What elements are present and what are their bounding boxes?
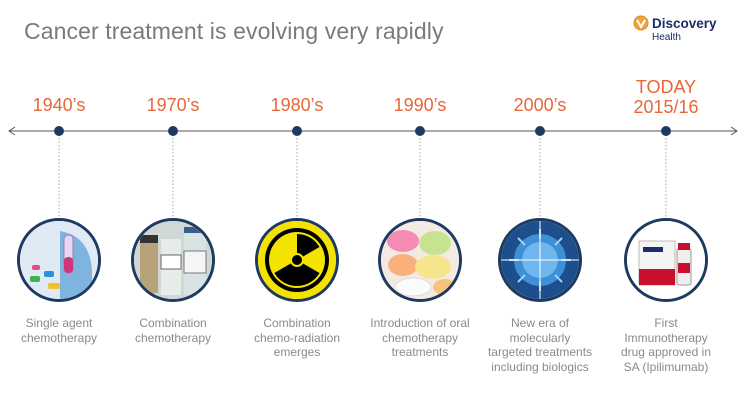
- caption-line: Immunotherapy: [624, 330, 708, 345]
- page-title: Cancer treatment is evolving very rapidl…: [24, 18, 444, 44]
- caption-line: treatments: [391, 345, 449, 359]
- caption-line: SA (Ipilimumab): [623, 359, 709, 374]
- event-caption: First Immunotherapy drug approved in SA (Ip…: [606, 316, 726, 374]
- discovery-logo-icon: [633, 15, 649, 31]
- event-caption: Introduction of oral chemotherapy treatmen…: [360, 316, 480, 360]
- caption-line: drug approved in: [620, 345, 712, 359]
- timeline-node: [168, 126, 178, 136]
- timeline-node: [661, 126, 671, 136]
- arrow-left-icon: [8, 126, 16, 136]
- caption-line: including biologics: [491, 359, 589, 374]
- cell-target-icon: [498, 218, 582, 302]
- caption-line: chemotherapy: [134, 330, 212, 345]
- caption-line: chemotherapy: [20, 330, 98, 345]
- caption-line: Combination: [139, 316, 207, 330]
- timeline-node: [535, 126, 545, 136]
- timeline-node: [415, 126, 425, 136]
- event-caption: New era of molecularly targeted treatments…: [480, 316, 600, 374]
- year-label: 1980’s: [270, 95, 324, 115]
- logo-sub: Health: [652, 32, 681, 43]
- year-label: 1970’s: [146, 95, 200, 115]
- caption-line: First: [654, 316, 678, 330]
- event-caption: Combination chemotherapy: [113, 316, 233, 345]
- event-caption: Single agent chemotherapy: [0, 316, 119, 345]
- caption-line: molecularly: [509, 330, 571, 345]
- timeline-node: [292, 126, 302, 136]
- radiation-icon: [255, 218, 339, 302]
- year-label: 1940’s: [32, 95, 86, 115]
- test-tubes-icon: [17, 218, 101, 302]
- caption-line: chemotherapy: [381, 330, 459, 345]
- logo-name: Discovery: [652, 16, 717, 31]
- year-label-line1: TODAY: [635, 77, 697, 97]
- caption-line: Single agent: [25, 316, 93, 330]
- caption-line: chemo-radiation: [253, 330, 341, 345]
- caption-line: Combination: [263, 316, 331, 330]
- caption-line: targeted treatments: [487, 345, 593, 359]
- year-label: 1990’s: [393, 95, 447, 115]
- year-label: 2000’s: [513, 95, 567, 115]
- caption-line: emerges: [273, 345, 321, 359]
- caption-line: Introduction of oral: [370, 316, 470, 330]
- drug-box-icon: [624, 218, 708, 302]
- discovery-health-logo: Discovery Health: [633, 15, 738, 47]
- arrow-right-icon: [730, 126, 738, 136]
- year-label: TODAY 2015/16: [606, 77, 726, 117]
- pills-icon: [378, 218, 462, 302]
- year-label-line2: 2015/16: [633, 97, 699, 117]
- timeline-node: [54, 126, 64, 136]
- caption-line: New era of: [510, 316, 570, 330]
- vials-icon: [131, 218, 215, 302]
- event-caption: Combination chemo-radiation emerges: [237, 316, 357, 360]
